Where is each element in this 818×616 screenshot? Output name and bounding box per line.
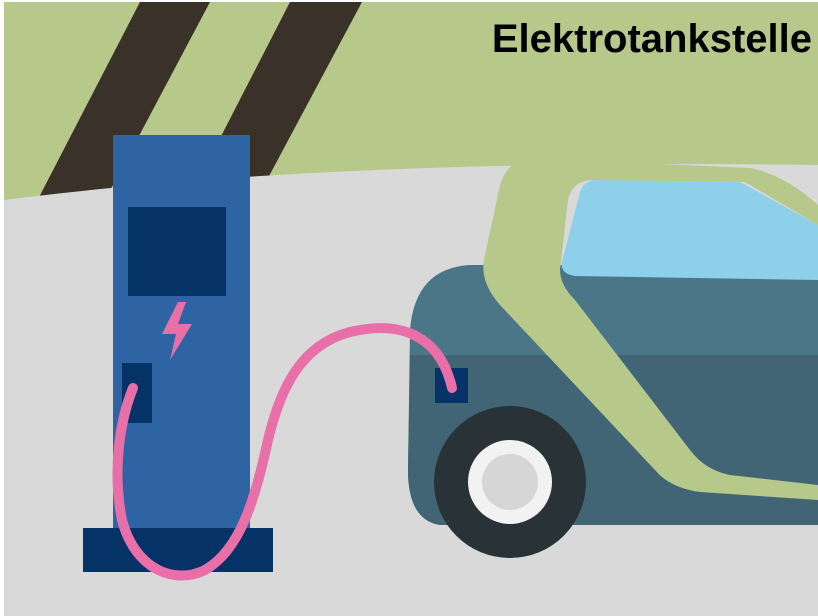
wheel-hub [482,454,538,510]
title: Elektrotankstelle [492,17,812,61]
charger-base [83,528,273,572]
illustration: Elektrotankstelle [0,0,818,616]
charger-screen [128,207,226,296]
page: Elektrotankstelle (() => { const data = … [0,0,818,616]
